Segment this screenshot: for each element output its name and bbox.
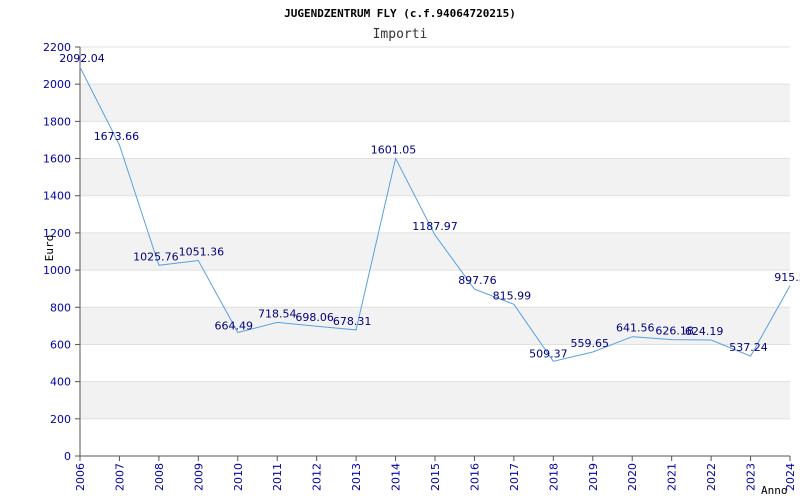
y-tick-label: 1800	[43, 115, 71, 128]
x-tick-label: 2010	[232, 463, 245, 491]
x-tick-label: 2008	[153, 463, 166, 491]
data-label: 1051.36	[179, 246, 225, 259]
y-tick-labels: 0 200 400 600 800 1000 1200 1400 1600 1800 2000 220…	[43, 41, 71, 463]
x-tick-label: 2009	[192, 463, 205, 491]
data-label: 664.49	[215, 319, 254, 332]
data-label: 678.31	[333, 315, 372, 328]
data-label: 537.24	[729, 341, 768, 354]
background-band	[80, 381, 790, 419]
chart-subtitle: Importi	[373, 27, 428, 42]
data-label: 718.54	[258, 307, 297, 320]
y-tick-label: 1000	[43, 264, 71, 277]
axes	[75, 46, 791, 461]
data-label: 626.18	[655, 325, 694, 338]
series-line	[79, 66, 791, 362]
y-tick-label: 400	[50, 376, 71, 389]
background-band	[80, 232, 790, 271]
x-tick-label: 2019	[587, 463, 600, 491]
data-label: 2092.04	[59, 52, 105, 65]
y-tick-label: 1600	[43, 153, 71, 166]
gridlines	[80, 46, 790, 457]
chart-title: JUGENDZENTRUM FLY (c.f.94064720215)	[284, 7, 516, 20]
data-label: 915.5	[774, 271, 800, 284]
data-label: 1673.66	[94, 130, 140, 143]
x-tick-label: 2013	[350, 463, 363, 491]
data-label: 698.06	[295, 311, 334, 324]
x-tick-label: 2020	[626, 463, 639, 491]
y-tick-label: 800	[50, 301, 71, 314]
y-tick-label: 2000	[43, 78, 71, 91]
data-label: 1601.05	[371, 143, 417, 156]
x-tick-label: 2006	[74, 463, 87, 491]
y-tick-label: 0	[64, 450, 71, 463]
data-label: 815.99	[493, 289, 532, 302]
x-axis-label: Anno	[761, 484, 788, 497]
x-tick-label: 2007	[113, 463, 126, 491]
x-tick-label: 2014	[390, 463, 403, 491]
data-label: 897.76	[458, 274, 497, 287]
x-tick-label: 2012	[311, 463, 324, 491]
data-labels: 2092.04 1673.66 1025.76 1051.36 664.49 718.54…	[59, 52, 800, 360]
x-tick-label: 2016	[468, 463, 481, 491]
background-band	[80, 84, 790, 122]
x-tick-label: 2023	[745, 463, 758, 491]
y-tick-label: 600	[50, 338, 71, 351]
background-band	[80, 307, 790, 345]
background-bands	[80, 84, 790, 419]
data-label: 641.56	[616, 322, 655, 335]
x-tick-label: 2018	[547, 463, 560, 491]
x-tick-label: 2024	[784, 463, 797, 491]
y-tick-label: 200	[50, 413, 71, 426]
x-tick-label: 2017	[508, 463, 521, 491]
data-label: 1025.76	[133, 250, 179, 263]
data-label: 509.37	[529, 347, 568, 360]
x-tick-label: 2021	[666, 463, 679, 491]
y-tick-label: 2200	[43, 41, 71, 54]
data-label: 624.19	[685, 325, 724, 338]
background-band	[80, 158, 790, 196]
data-label: 1187.97	[412, 220, 458, 233]
y-tick-label: 1200	[43, 227, 71, 240]
x-tick-label: 2022	[705, 463, 718, 491]
x-tick-labels: 2006 2007 2008 2009 2010 2011 2012 2013 2014 2015…	[74, 463, 797, 491]
x-tick-label: 2011	[271, 463, 284, 491]
data-label: 559.65	[571, 337, 610, 350]
x-tick-label: 2015	[429, 463, 442, 491]
y-axis-label: Euro	[43, 235, 56, 262]
y-tick-label: 1400	[43, 190, 71, 203]
